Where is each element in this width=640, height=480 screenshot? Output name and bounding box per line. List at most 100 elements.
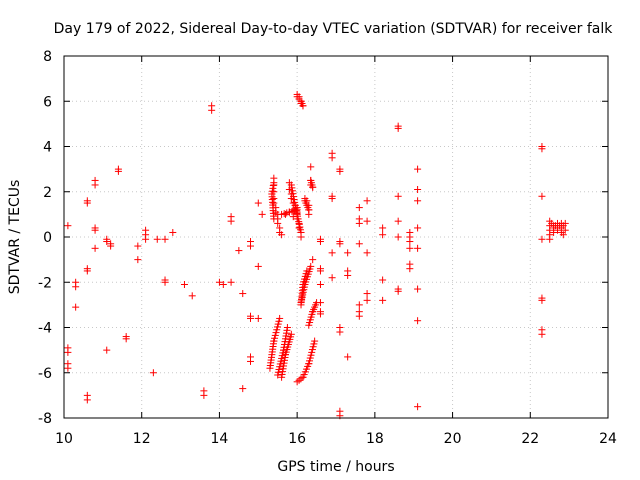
data-point	[538, 192, 546, 200]
data-point	[291, 198, 299, 206]
y-tick-label: -6	[38, 366, 52, 382]
data-point	[309, 183, 317, 191]
data-point	[278, 231, 286, 239]
data-point	[546, 235, 554, 243]
data-point	[355, 301, 363, 309]
data-point	[83, 267, 91, 275]
data-point	[363, 249, 371, 257]
data-point	[394, 217, 402, 225]
chart-title: Day 179 of 2022, Sidereal Day-to-day VTE…	[54, 21, 614, 37]
data-point	[336, 328, 344, 336]
grid-lines	[64, 56, 608, 418]
plot-frame	[63, 55, 609, 419]
data-point	[161, 235, 169, 243]
data-point	[142, 235, 150, 243]
data-point	[553, 226, 561, 234]
data-point	[297, 375, 305, 383]
data-point	[200, 391, 208, 399]
data-point	[379, 224, 387, 232]
data-point	[316, 267, 324, 275]
data-point	[414, 185, 422, 193]
data-point	[91, 181, 99, 189]
data-point	[328, 249, 336, 257]
data-point	[161, 278, 169, 286]
data-point	[394, 287, 402, 295]
y-tick-label: 6	[43, 94, 52, 110]
data-point	[103, 346, 111, 354]
y-tick-label: 8	[43, 49, 52, 65]
data-point	[107, 242, 115, 250]
data-point	[307, 163, 315, 171]
data-point	[103, 238, 111, 246]
x-tick-label: 16	[288, 431, 306, 447]
data-point	[379, 296, 387, 304]
data-point	[274, 219, 282, 227]
data-point	[363, 197, 371, 205]
data-point	[414, 285, 422, 293]
data-point	[290, 196, 298, 204]
data-point	[414, 165, 422, 173]
data-point	[297, 228, 305, 236]
x-tick-label: 14	[211, 431, 229, 447]
data-point	[538, 145, 546, 153]
data-point	[283, 324, 291, 331]
data-point	[239, 290, 247, 298]
data-point	[72, 303, 80, 311]
x-tick-label: 20	[444, 431, 462, 447]
data-point	[227, 217, 235, 225]
data-point	[538, 235, 546, 243]
data-point	[247, 357, 255, 365]
data-point	[414, 197, 422, 205]
data-point	[363, 290, 371, 298]
data-point	[394, 124, 402, 132]
y-tick-label: -2	[38, 275, 52, 291]
data-point	[559, 231, 567, 239]
data-point	[316, 310, 324, 318]
data-point	[379, 276, 387, 284]
data-point	[91, 226, 99, 234]
data-point	[328, 154, 336, 162]
data-point	[316, 281, 324, 289]
data-point	[64, 348, 72, 356]
data-point	[72, 283, 80, 291]
y-axis-label: SDTVAR / TECUs	[7, 180, 23, 295]
data-point	[363, 217, 371, 225]
data-point	[328, 274, 336, 282]
data-point	[134, 242, 142, 250]
data-point	[91, 244, 99, 252]
data-point	[215, 278, 223, 286]
data-point	[180, 281, 188, 289]
data-point	[247, 314, 255, 322]
data-point	[169, 228, 177, 236]
data-point	[336, 240, 344, 248]
data-point	[254, 199, 262, 207]
data-point	[254, 262, 262, 270]
data-point	[293, 378, 301, 386]
data-point	[299, 102, 307, 110]
data-point	[355, 240, 363, 248]
data-point	[344, 353, 352, 361]
data-point	[235, 247, 243, 255]
y-tick-label: -4	[38, 321, 52, 337]
data-point	[288, 184, 296, 192]
data-point	[134, 256, 142, 264]
data-point	[305, 206, 313, 214]
data-point	[363, 296, 371, 304]
data-point	[83, 199, 91, 207]
x-tick-label: 18	[366, 431, 384, 447]
data-point	[316, 238, 324, 246]
x-tick-label: 10	[55, 431, 73, 447]
data-point	[561, 226, 569, 234]
data-point	[290, 193, 298, 201]
data-point	[414, 403, 422, 411]
data-point	[254, 314, 262, 322]
data-point	[247, 242, 255, 250]
data-point	[355, 204, 363, 212]
data-point	[394, 192, 402, 200]
data-point	[227, 278, 235, 286]
data-point	[538, 296, 546, 304]
data-point	[289, 190, 297, 198]
data-point	[239, 385, 247, 393]
